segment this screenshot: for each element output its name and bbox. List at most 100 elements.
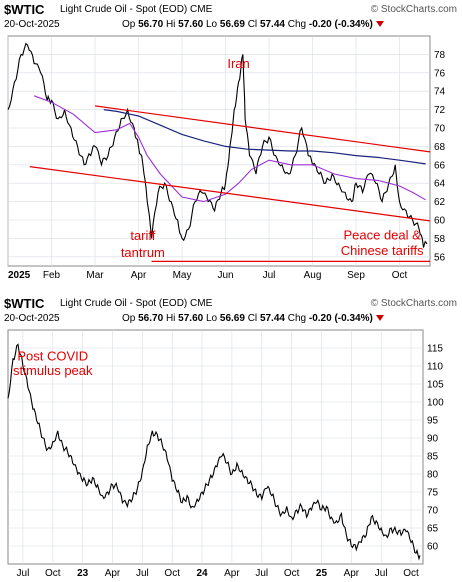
x-tick-label: Oct [164,568,180,579]
top-lo-label: Lo [205,19,218,30]
top-hi-label: Hi [165,19,176,30]
y-tick-label: 115 [427,344,443,355]
x-tick-label: Jul [17,568,30,579]
x-tick-label: Apr [105,568,121,579]
x-tick-label: Jun [217,270,233,281]
top-cl-value: 57.44 [259,19,285,30]
bottom-brand-label: © StockCharts.com [370,298,457,309]
y-tick-label: 110 [427,362,443,373]
y-tick-label: 80 [427,470,439,481]
bottom-chg-value: -0.20 (-0.34%) [308,313,373,324]
x-tick-label: Jul [255,568,268,579]
x-tick-label: Sep [347,270,365,281]
chart-annotation: Post COVID [17,349,88,364]
y-tick-label: 78 [434,50,446,61]
x-tick-label: Apr [131,270,147,281]
y-tick-label: 95 [427,416,439,427]
moving-average-short-line [33,95,426,203]
x-tick-label: Oct [284,568,300,579]
x-tick-label: Oct [45,568,61,579]
bottom-lo-label: Lo [205,313,218,324]
chart-annotation: Iran [227,56,249,71]
top-symbol: $WTIC [4,2,45,17]
y-tick-label: 68 [434,142,446,153]
chart-annotation: Peace deal & [343,227,421,242]
top-date: 20-Oct-2025 [4,19,60,30]
y-tick-label: 60 [427,542,439,553]
y-tick-label: 75 [427,488,439,499]
top-op-label: Op [122,19,136,30]
trend-line [94,105,431,153]
x-tick-label: Jul [136,568,149,579]
bottom-quote: Op 56.70 Hi 57.60 Lo 56.69 Cl 57.44 Chg … [122,313,384,324]
y-tick-label: 58 [434,234,446,245]
trend-line [29,166,431,222]
bottom-symbol: $WTIC [4,296,45,311]
y-tick-label: 56 [434,252,446,263]
top-chart-svg: 56 58 60 62 64 66 68 70 72 74 76 78 2025 Feb Mar Apr May… [7,35,446,281]
x-tick-label: 24 [197,568,209,579]
x-tick-label: Oct [392,270,408,281]
top-chart-panel: $WTIC Light Crude Oil - Spot (EOD) CME ©… [0,0,462,286]
bottom-lo-value: 56.69 [219,313,245,324]
x-tick-label: Jul [263,270,276,281]
x-tick-label: Feb [43,270,61,281]
plot-area [7,329,424,565]
x-tick-label: Oct [403,568,419,579]
y-tick-label: 76 [434,68,446,79]
bottom-chart-panel: $WTIC Light Crude Oil - Spot (EOD) CME ©… [0,294,462,582]
x-tick-label: Aug [304,270,322,281]
x-tick-label: 23 [77,568,89,579]
y-tick-label: 100 [427,398,444,409]
bottom-chart-svg: 60 65 70 75 80 85 90 95 100 105 110 115 Jul Oct 23 Apr J… [7,329,444,579]
top-quote: Op 56.70 Hi 57.60 Lo 56.69 Cl 57.44 Chg … [122,19,384,30]
bottom-chart-header: $WTIC Light Crude Oil - Spot (EOD) CME ©… [0,294,462,328]
top-op-value: 56.70 [138,19,164,30]
y-tick-label: 64 [434,179,446,190]
y-tick-label: 72 [434,105,446,116]
y-tick-label: 74 [434,87,446,98]
y-tick-label: 66 [434,160,446,171]
x-tick-label: Apr [224,568,240,579]
x-tick-label: May [173,270,192,281]
x-tick-label: 25 [316,568,328,579]
top-hi-value: 57.60 [178,19,204,30]
y-tick-label: 105 [427,380,444,391]
bottom-cl-value: 57.44 [259,313,285,324]
price-line [7,343,421,561]
bottom-op-value: 56.70 [138,313,164,324]
bottom-chg-label: Chg [287,313,307,324]
top-brand-label: © StockCharts.com [370,4,457,15]
y-tick-label: 62 [434,197,446,208]
y-tick-label: 70 [427,506,439,517]
down-triangle-icon [375,21,384,28]
top-description: Light Crude Oil - Spot (EOD) CME [60,4,213,15]
chart-annotation: stimulus peak [13,363,93,378]
y-tick-label: 70 [434,124,446,135]
top-chg-value: -0.20 (-0.34%) [308,19,373,30]
y-tick-label: 85 [427,452,439,463]
y-tick-label: 90 [427,434,439,445]
chart-annotation: Chinese tariffs [341,243,424,258]
x-tick-label: Apr [344,568,360,579]
chart-annotation: tantrum [121,245,165,260]
x-tick-label: 2025 [8,270,31,281]
bottom-date: 20-Oct-2025 [4,313,60,324]
top-lo-value: 56.69 [219,19,245,30]
bottom-op-label: Op [122,313,136,324]
x-tick-label: Jul [375,568,388,579]
top-chg-label: Chg [287,19,307,30]
top-chart-header: $WTIC Light Crude Oil - Spot (EOD) CME ©… [0,0,462,34]
bottom-hi-value: 57.60 [178,313,204,324]
down-triangle-icon [375,315,384,322]
chart-annotation: tariff [130,228,155,243]
bottom-hi-label: Hi [165,313,176,324]
y-tick-label: 60 [434,216,446,227]
bottom-cl-label: Cl [247,313,258,324]
price-line [7,42,428,248]
moving-average-long-line [103,109,426,165]
y-tick-label: 65 [427,524,439,535]
x-tick-label: Mar [86,270,104,281]
bottom-description: Light Crude Oil - Spot (EOD) CME [60,298,213,309]
top-cl-label: Cl [247,19,258,30]
